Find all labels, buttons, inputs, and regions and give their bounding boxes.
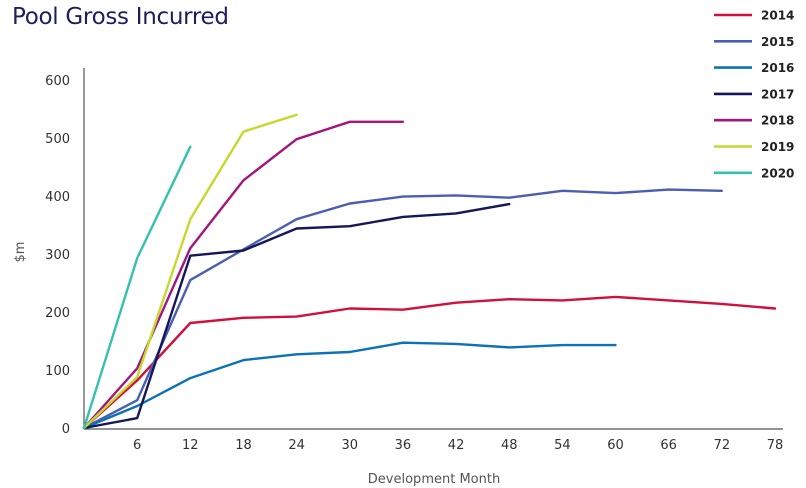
series-line-2015 — [82, 188, 723, 430]
x-tick-label: 54 — [554, 438, 571, 453]
x-tick-label: 24 — [288, 438, 305, 453]
series-line-2018 — [82, 120, 405, 430]
y-tick-label: 300 — [45, 248, 70, 263]
x-tick-label: 66 — [660, 438, 677, 453]
legend-label-2019: 2019 — [761, 140, 794, 154]
x-tick-label: 78 — [767, 438, 784, 453]
series-line-2016 — [82, 341, 617, 430]
x-tick-label: 12 — [182, 438, 199, 453]
y-tick-label: 500 — [45, 132, 70, 147]
series-lines — [82, 113, 777, 430]
series-line-2019 — [82, 113, 298, 430]
y-tick-label: 600 — [45, 74, 70, 89]
x-tick-label: 72 — [714, 438, 731, 453]
series-line-2017 — [82, 202, 511, 430]
y-tick-label: 100 — [45, 364, 70, 379]
series-line-2020 — [82, 145, 192, 430]
legend-label-2017: 2017 — [761, 87, 794, 101]
legend: 2014 2015 2016 2017 2018 2019 2020 — [714, 9, 794, 180]
legend-label-2020: 2020 — [761, 166, 794, 180]
chart-title: Pool Gross Incurred — [12, 4, 229, 30]
x-tick-label: 30 — [341, 438, 358, 453]
x-tick-label: 18 — [235, 438, 252, 453]
axes: 0 100 200 300 400 500 600 6 12 18 24 30 36 42 48 54 60 66… — [45, 68, 783, 453]
x-tick-label: 36 — [395, 438, 412, 453]
series-line-2014 — [82, 295, 777, 430]
x-axis-label: Development Month — [368, 472, 500, 487]
x-tick-label: 42 — [448, 438, 465, 453]
y-tick-label: 200 — [45, 306, 70, 321]
y-tick-label: 0 — [62, 422, 70, 437]
legend-label-2018: 2018 — [761, 114, 794, 128]
x-tick-label: 6 — [133, 438, 141, 453]
legend-label-2015: 2015 — [761, 35, 794, 49]
legend-label-2014: 2014 — [761, 9, 794, 23]
x-tick-label: 60 — [607, 438, 624, 453]
y-tick-label: 400 — [45, 190, 70, 205]
y-axis-label: $m — [13, 242, 28, 263]
x-tick-label: 48 — [501, 438, 518, 453]
legend-label-2016: 2016 — [761, 61, 794, 75]
